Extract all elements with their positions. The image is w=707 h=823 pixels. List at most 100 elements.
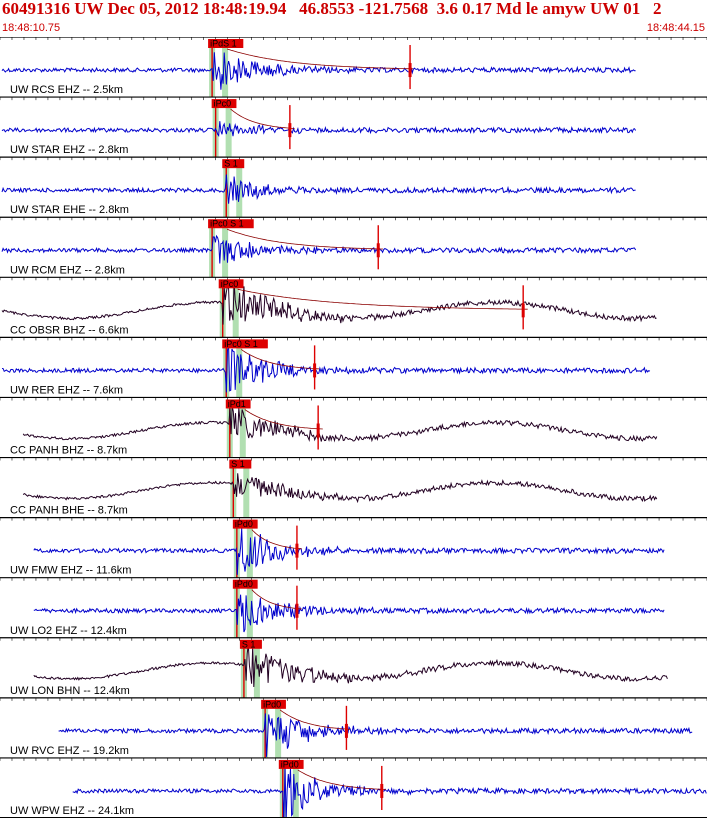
event-title: 60491316 UW Dec 05, 2012 18:48:19.94 46.… [2, 0, 662, 18]
pick-label-group[interactable]: iPd0 [232, 519, 258, 529]
channel-row[interactable]: iPd0 UW WPW EHZ -- 24.1km [0, 757, 707, 823]
channel-label: CC OBSR BHZ -- 6.6km [10, 324, 129, 336]
coda-curve [226, 228, 384, 250]
channel-row[interactable]: S 1 CC PANH BHE -- 8.7km [0, 456, 707, 518]
coda-marker-box[interactable] [313, 363, 317, 378]
pick-label-box[interactable] [261, 699, 286, 709]
p-window-2 [275, 701, 282, 758]
pick-label-box[interactable] [222, 339, 268, 349]
channel-row[interactable]: iPc0 S 1 UW RCM EHZ -- 2.8km [0, 216, 707, 278]
waveform-trace [22, 406, 658, 443]
coda-marker-box[interactable] [408, 63, 412, 78]
waveform-trace [1, 345, 651, 393]
pick-label: S 1 [231, 459, 245, 469]
channel-label: UW STAR EHZ -- 2.8km [10, 144, 128, 156]
pick-label: iPc0 S 1 [210, 219, 244, 229]
pick-label: iPc0 [221, 279, 239, 289]
coda-curve [240, 349, 320, 370]
pick-label-box[interactable] [208, 39, 244, 48]
pick-label-box[interactable] [239, 639, 262, 649]
pick-label-box[interactable] [222, 159, 245, 169]
waveform-trace [22, 473, 658, 504]
channel-row[interactable]: iPdS 1 UW RCS EHZ -- 2.5km [0, 36, 707, 98]
p-window-2 [239, 401, 246, 458]
coda-marker-box[interactable] [521, 303, 525, 318]
pick-label: S 1 [224, 159, 238, 169]
seismogram-svg[interactable]: iPdS 1 UW RCS EHZ -- 2.5km iPc0 UW STAR EHZ… [0, 36, 707, 823]
pick-label-box[interactable] [232, 579, 258, 589]
coda-marker-box[interactable] [380, 783, 384, 798]
channel-row[interactable]: iPc0 UW STAR EHZ -- 2.8km [0, 96, 707, 158]
waveform-trace [1, 52, 636, 90]
coda-marker-box[interactable] [295, 543, 299, 558]
pick-label-group[interactable]: iPc0 [218, 279, 244, 289]
channel-row[interactable]: iPc0 CC OBSR BHZ -- 6.6km [0, 276, 707, 338]
channel-label: CC PANH BHZ -- 8.7km [10, 445, 127, 457]
coda-marker-box[interactable] [376, 243, 380, 258]
coda-marker-box[interactable] [344, 723, 348, 738]
channel-label: UW RER EHZ -- 7.6km [10, 384, 123, 396]
pick-label-group[interactable]: iPd1 [225, 399, 251, 409]
pick-label: S 1 [242, 639, 256, 649]
channel-label: CC PANH BHE -- 8.7km [10, 505, 128, 517]
channel-row[interactable]: iPc0 S 1 UW RER EHZ -- 7.6km [0, 336, 707, 398]
pick-label: iPd0 [263, 699, 281, 709]
channel-row[interactable]: iPd0 UW RVC EHZ -- 19.2km [0, 697, 707, 758]
coda-marker-box[interactable] [295, 603, 299, 618]
pick-label-box[interactable] [232, 519, 258, 529]
waveform-trace [1, 282, 657, 325]
channel-row[interactable]: S 1 UW STAR EHE -- 2.8km [0, 156, 707, 218]
pick-label-group[interactable]: iPd0 [261, 699, 286, 709]
coda-curve [279, 709, 351, 730]
channel-label: UW RCM EHZ -- 2.8km [10, 264, 125, 276]
pick-label: iPdS 1 [210, 39, 237, 49]
start-time: 18:48:10.75 [2, 22, 61, 34]
pick-label: iPd0 [235, 519, 253, 529]
channel-row[interactable]: iPd0 UW FMW EHZ -- 11.6km [0, 517, 707, 578]
waveform-trace [1, 234, 637, 264]
waveform-trace [72, 764, 707, 823]
channel-label: UW FMW EHZ -- 11.6km [10, 565, 131, 577]
pick-label: iPc0 S 1 [224, 339, 258, 349]
channel-label: UW LON BHN -- 12.4km [10, 685, 130, 697]
coda-curve [237, 288, 528, 310]
pick-label: iPc0 [214, 99, 232, 109]
pick-label-group[interactable]: iPd0 [232, 579, 258, 589]
channel-label: UW STAR EHE -- 2.8km [10, 204, 129, 216]
coda-curve [230, 108, 295, 129]
pick-label-group[interactable]: iPc0 S 1 [208, 219, 254, 229]
coda-curve [244, 409, 323, 430]
pick-label-box[interactable] [229, 459, 252, 469]
coda-curve [297, 769, 386, 790]
seismogram-panel[interactable]: iPdS 1 UW RCS EHZ -- 2.5km iPc0 UW STAR EHZ… [0, 36, 707, 823]
channel-row[interactable]: S 1 UW LON BHN -- 12.4km [0, 637, 707, 698]
pick-label-group[interactable]: S 1 [222, 159, 245, 169]
channel-row[interactable]: iPd0 UW LO2 EHZ -- 12.4km [0, 577, 707, 638]
coda-curve [251, 529, 302, 550]
pick-label-box[interactable] [211, 99, 237, 109]
waveform-trace [33, 528, 665, 575]
pick-label-group[interactable]: iPdS 1 [208, 39, 244, 49]
pick-label-group[interactable]: S 1 [239, 639, 262, 649]
pick-label-group[interactable]: iPc0 [211, 99, 237, 109]
channel-label: UW LO2 EHZ -- 12.4km [10, 625, 127, 637]
channel-row[interactable]: iPd1 CC PANH BHZ -- 8.7km [0, 396, 707, 458]
coda-marker-box[interactable] [316, 423, 320, 438]
p-window-2 [253, 641, 260, 698]
coda-curve [251, 589, 302, 610]
p-window-2 [246, 581, 253, 638]
pick-label-box[interactable] [208, 219, 254, 229]
waveform-trace [58, 713, 693, 757]
pick-label-group[interactable]: iPc0 S 1 [222, 339, 268, 349]
end-time: 18:48:44.15 [646, 22, 705, 34]
event-header: 60491316 UW Dec 05, 2012 18:48:19.94 46.… [0, 0, 707, 37]
pick-label: iPd0 [235, 579, 253, 589]
pick-label-group[interactable]: S 1 [229, 459, 252, 469]
pick-label-box[interactable] [225, 399, 251, 409]
pick-label-box[interactable] [278, 759, 304, 769]
pick-label-group[interactable]: iPd0 [278, 759, 304, 769]
channel-label: UW WPW EHZ -- 24.1km [10, 805, 134, 817]
waveform-trace [33, 594, 665, 633]
pick-label-box[interactable] [218, 279, 244, 289]
coda-marker-box[interactable] [288, 123, 292, 138]
